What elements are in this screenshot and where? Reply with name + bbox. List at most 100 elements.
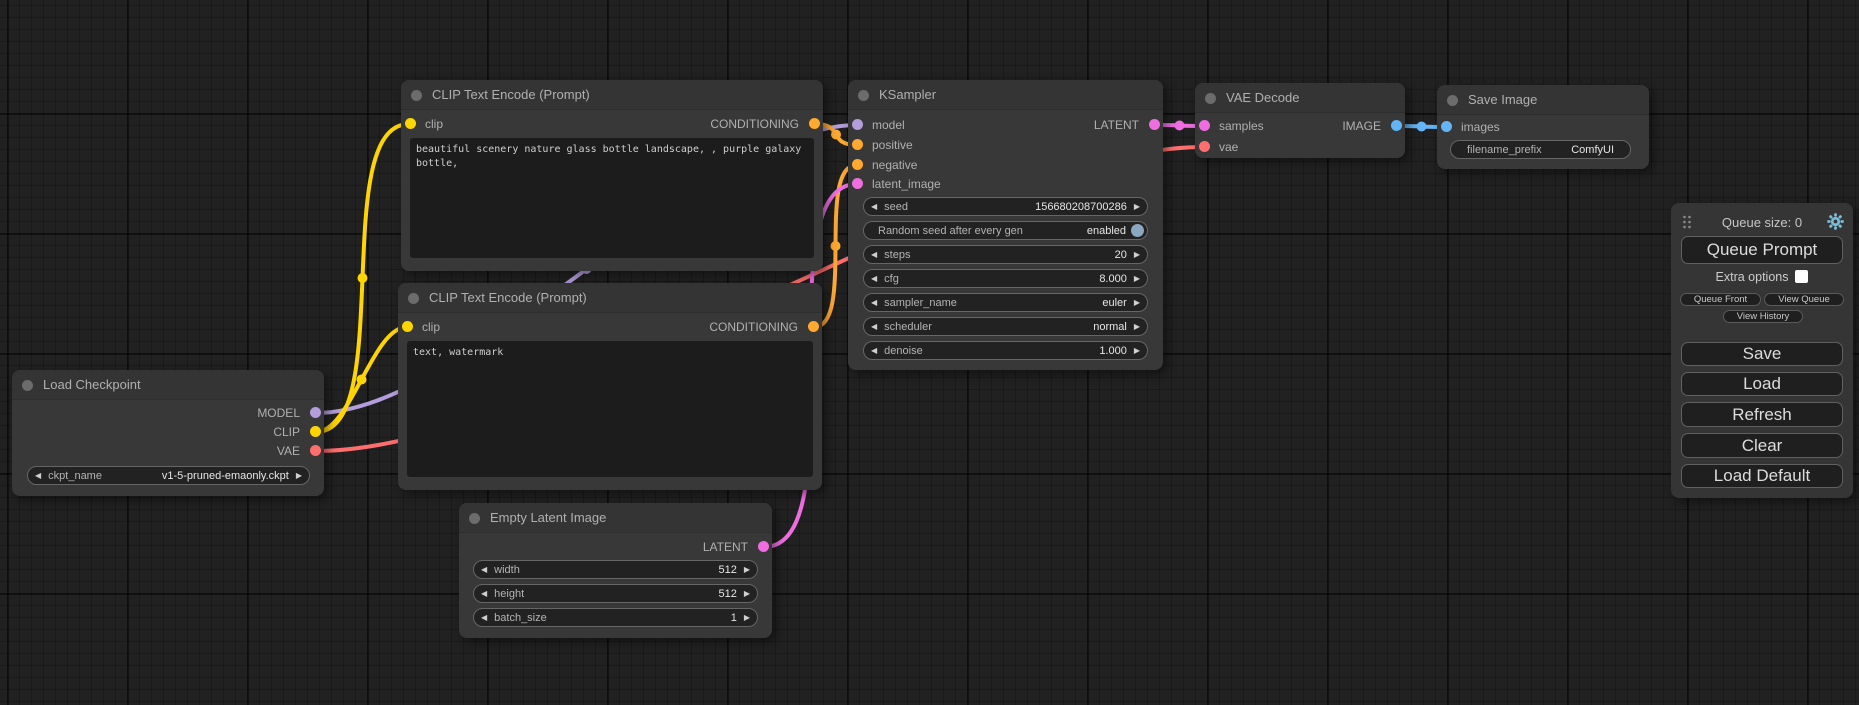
conditioning-output-port[interactable]	[808, 321, 819, 332]
link-midpoint-dot[interactable]	[357, 273, 368, 283]
link-midpoint-dot[interactable]	[1416, 121, 1427, 132]
node-titlebar[interactable]: CLIP Text Encode (Prompt)	[401, 80, 823, 110]
model-input-port[interactable]	[852, 119, 863, 130]
prompt-text-input[interactable]: beautiful scenery nature glass bottle la…	[410, 138, 814, 258]
gear-icon[interactable]	[1827, 213, 1844, 235]
node-titlebar[interactable]: CLIP Text Encode (Prompt)	[398, 283, 822, 313]
node-clip-text-encode-negative[interactable]: CLIP Text Encode (Prompt) clip CONDITION…	[398, 283, 822, 490]
filename-prefix-widget[interactable]: filename_prefix ComfyUI	[1450, 140, 1631, 159]
collapse-dot-icon[interactable]	[1205, 93, 1216, 104]
node-clip-text-encode-positive[interactable]: CLIP Text Encode (Prompt) clip CONDITION…	[401, 80, 823, 271]
collapse-dot-icon[interactable]	[858, 90, 869, 101]
next-arrow-icon[interactable]: ▶	[743, 565, 750, 574]
vae-output-port[interactable]	[310, 445, 321, 456]
next-arrow-icon[interactable]: ▶	[743, 613, 750, 622]
next-arrow-icon[interactable]: ▶	[1133, 346, 1140, 355]
batch-size-widget[interactable]: ◀ batch_size 1 ▶	[473, 608, 758, 627]
toggle-icon[interactable]	[1131, 224, 1144, 237]
node-titlebar[interactable]: VAE Decode	[1195, 83, 1405, 113]
load-default-button[interactable]: Load Default	[1681, 464, 1843, 488]
link-midpoint-dot[interactable]	[356, 374, 367, 385]
widget-label: denoise	[884, 344, 923, 357]
drag-handle-icon[interactable]	[1682, 215, 1692, 234]
view-queue-button[interactable]: View Queue	[1764, 293, 1844, 306]
scheduler-widget[interactable]: ◀ scheduler normal ▶	[863, 317, 1148, 336]
prev-arrow-icon[interactable]: ◀	[481, 589, 488, 598]
link-midpoint-dot[interactable]	[831, 129, 841, 140]
node-titlebar[interactable]: Save Image	[1437, 85, 1649, 115]
queue-prompt-button[interactable]: Queue Prompt	[1681, 236, 1843, 264]
cfg-widget[interactable]: ◀ cfg 8.000 ▶	[863, 269, 1148, 288]
negative-input-port[interactable]	[852, 159, 863, 170]
latent-output-port[interactable]	[1149, 119, 1160, 130]
next-arrow-icon[interactable]: ▶	[1133, 274, 1140, 283]
widget-label: ckpt_name	[48, 469, 102, 482]
next-arrow-icon[interactable]: ▶	[295, 471, 302, 480]
next-arrow-icon[interactable]: ▶	[1133, 202, 1140, 211]
seed-widget[interactable]: ◀ seed 156680208700286 ▶	[863, 197, 1148, 216]
clear-button[interactable]: Clear	[1681, 433, 1843, 458]
clip-input-port[interactable]	[405, 118, 416, 129]
images-input-port[interactable]	[1441, 121, 1452, 132]
prev-arrow-icon[interactable]: ◀	[871, 346, 878, 355]
collapse-dot-icon[interactable]	[22, 380, 33, 391]
prev-arrow-icon[interactable]: ◀	[481, 613, 488, 622]
node-titlebar[interactable]: Load Checkpoint	[12, 370, 324, 400]
ckpt-name-widget[interactable]: ◀ ckpt_name v1-5-pruned-emaonly.ckpt ▶	[27, 466, 310, 485]
prev-arrow-icon[interactable]: ◀	[871, 298, 878, 307]
positive-input-port[interactable]	[852, 139, 863, 150]
widget-value: euler	[1102, 296, 1127, 309]
extra-options-checkbox[interactable]	[1795, 270, 1809, 283]
width-widget[interactable]: ◀ width 512 ▶	[473, 560, 758, 579]
prev-arrow-icon[interactable]: ◀	[871, 250, 878, 259]
conditioning-output-port[interactable]	[809, 118, 820, 129]
collapse-dot-icon[interactable]	[1447, 95, 1458, 106]
widget-label: seed	[884, 200, 909, 213]
image-output-port[interactable]	[1391, 120, 1402, 131]
prev-arrow-icon[interactable]: ◀	[871, 322, 878, 331]
vae-input-port[interactable]	[1199, 141, 1210, 152]
samples-input-port[interactable]	[1199, 120, 1210, 131]
node-titlebar[interactable]: KSampler	[848, 80, 1163, 110]
collapse-dot-icon[interactable]	[469, 513, 480, 524]
random-seed-toggle-widget[interactable]: Random seed after every gen enabled	[863, 221, 1148, 240]
widget-value: enabled	[1086, 224, 1126, 237]
model-output-port[interactable]	[310, 407, 321, 418]
prev-arrow-icon[interactable]: ◀	[35, 471, 42, 480]
input-label: images	[1461, 120, 1500, 134]
view-history-button[interactable]: View History	[1723, 310, 1803, 323]
load-button[interactable]: Load	[1681, 372, 1843, 396]
link-midpoint-dot[interactable]	[1174, 120, 1185, 131]
node-ksampler[interactable]: KSampler model LATENT positive negative …	[848, 80, 1163, 370]
clip-output-port[interactable]	[310, 426, 321, 437]
queue-front-button[interactable]: Queue Front	[1680, 293, 1761, 306]
node-save-image[interactable]: Save Image images filename_prefix ComfyU…	[1437, 85, 1649, 169]
save-button[interactable]: Save	[1681, 342, 1843, 366]
latent-image-input-port[interactable]	[852, 178, 863, 189]
prompt-text-input[interactable]: text, watermark	[407, 341, 813, 477]
next-arrow-icon[interactable]: ▶	[743, 589, 750, 598]
node-titlebar[interactable]: Empty Latent Image	[459, 503, 772, 533]
widget-value: 512	[718, 587, 737, 600]
sampler-name-widget[interactable]: ◀ sampler_name euler ▶	[863, 293, 1148, 312]
prev-arrow-icon[interactable]: ◀	[871, 202, 878, 211]
refresh-button[interactable]: Refresh	[1681, 402, 1843, 427]
node-empty-latent-image[interactable]: Empty Latent Image LATENT ◀ width 512 ▶ …	[459, 503, 772, 638]
widget-label: width	[494, 563, 520, 576]
prev-arrow-icon[interactable]: ◀	[481, 565, 488, 574]
next-arrow-icon[interactable]: ▶	[1133, 250, 1140, 259]
next-arrow-icon[interactable]: ▶	[1133, 322, 1140, 331]
collapse-dot-icon[interactable]	[411, 90, 422, 101]
steps-widget[interactable]: ◀ steps 20 ▶	[863, 245, 1148, 264]
latent-output-port[interactable]	[758, 541, 769, 552]
next-arrow-icon[interactable]: ▶	[1133, 298, 1140, 307]
link-midpoint-dot[interactable]	[830, 241, 841, 251]
collapse-dot-icon[interactable]	[408, 293, 419, 304]
height-widget[interactable]: ◀ height 512 ▶	[473, 584, 758, 603]
node-load-checkpoint[interactable]: Load Checkpoint MODEL CLIP VAE ◀ ckpt_na…	[12, 370, 324, 496]
clip-input-port[interactable]	[402, 321, 413, 332]
denoise-widget[interactable]: ◀ denoise 1.000 ▶	[863, 341, 1148, 360]
node-vae-decode[interactable]: VAE Decode samples IMAGE vae	[1195, 83, 1405, 158]
widget-value: ComfyUI	[1571, 143, 1614, 156]
prev-arrow-icon[interactable]: ◀	[871, 274, 878, 283]
